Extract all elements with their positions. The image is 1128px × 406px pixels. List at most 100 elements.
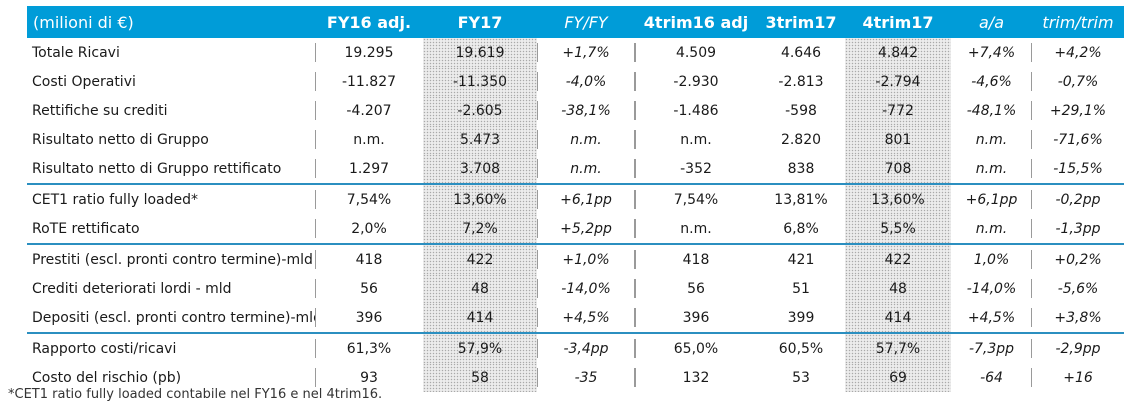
cell-trim-trim: +0,2% [1054,251,1102,268]
row-label: Depositi (escl. pronti contro termine)-m… [27,303,315,334]
table-row: Crediti deteriorati lordi - mld 56 48 -14,0… [27,274,1124,303]
table-row: RoTE rettificato 2,0% 7,2% +5,2pp n.m. 6,8% 5,… [27,214,1124,245]
cell-fy17: 5.473 [423,125,537,154]
table-row: Costo del rischio (pb) 93 58 -35 132 53 69 -64 +… [27,363,1124,392]
cell-fy-fy: -35 [537,363,635,392]
table-header-row: (milioni di €) FY16 adj. FY17 FY/FY 4tri… [27,6,1124,38]
cell-4trim17: 801 [845,125,951,154]
cell-a-a: -14,0% [951,274,1032,303]
row-label: Rettifiche su crediti [32,102,168,119]
cell-fy16-adj: 7,54% [315,184,423,214]
cell-4trim16-adj: 132 [635,363,757,392]
cell-trim-trim: -2,9pp [1055,340,1101,357]
cell-4trim17: 69 [845,363,951,392]
row-label: CET1 ratio fully loaded* [32,191,198,208]
cell-4trim17: 708 [845,154,951,185]
header-col-3trim17: 3trim17 [757,6,845,38]
cell-fy17: 57,9% [423,333,537,363]
cell-4trim16-adj: n.m. [635,125,757,154]
cell-fy17: 422 [423,244,537,274]
cell-fy17: 13,60% [423,184,537,214]
cell-fy17: 7,2% [423,214,537,245]
cell-4trim16-adj: -2.930 [635,67,757,96]
cell-fy-fy: -4,0% [537,67,635,96]
cell-fy17: 58 [423,363,537,392]
cell-fy16-adj: 396 [315,303,423,334]
cell-a-a: -48,1% [951,96,1032,125]
cell-4trim17: 422 [845,244,951,274]
cell-fy16-adj: n.m. [315,125,423,154]
row-label: Risultato netto di Gruppo [32,131,209,148]
cell-a-a: n.m. [951,125,1032,154]
table-row: CET1 ratio fully loaded* 7,54% 13,60% +6,1p… [27,184,1124,214]
header-col-fy17: FY17 [423,6,537,38]
cell-fy17: 414 [423,303,537,334]
cell-4trim17: -2.794 [845,67,951,96]
cell-fy16-adj: 19.295 [315,38,423,67]
table-row: Risultato netto di Gruppo n.m. 5.473 n.m. n.… [27,125,1124,154]
table-row: Costi Operativi -11.827 -11.350 -4,0% -2.930… [27,67,1124,96]
cell-4trim17: 414 [845,303,951,334]
cell-trim-trim: +29,1% [1049,102,1107,119]
cell-3trim17: 399 [757,303,845,334]
cell-fy-fy: -38,1% [537,96,635,125]
cell-3trim17: -2.813 [778,73,824,90]
cell-fy-fy: n.m. [537,154,635,185]
cell-trim-trim: +3,8% [1032,303,1124,334]
cell-trim-trim: -71,6% [1053,131,1103,148]
cell-4trim16-adj: n.m. [635,214,757,245]
cell-4trim16-adj: 65,0% [635,333,757,363]
cell-3trim17: 421 [787,251,815,268]
cell-trim-trim: -1,3pp [1032,214,1124,245]
cell-trim-trim: -15,5% [1032,154,1124,185]
cell-a-a: +7,4% [951,38,1032,67]
cell-4trim17: 57,7% [845,333,951,363]
cell-fy-fy: +1,7% [537,38,635,67]
cell-a-a: -7,3pp [951,333,1032,363]
cell-fy16-adj: 2,0% [315,214,423,245]
cell-a-a: +4,5% [951,303,1032,334]
cell-fy-fy: n.m. [537,125,635,154]
header-col-trim-trim: trim/trim [1032,6,1124,38]
header-col-4trim16-adj: 4trim16 adj [635,6,757,38]
row-label: Crediti deteriorati lordi - mld [32,280,232,297]
table-row: Totale Ricavi 19.295 19.619 +1,7% 4.509 4.646… [27,38,1124,67]
cell-fy16-adj: 56 [315,274,423,303]
row-label: Rapporto costi/ricavi [32,340,177,357]
cell-4trim17: 13,60% [845,184,951,214]
cell-trim-trim: +4,2% [1054,44,1102,61]
cell-trim-trim: +16 [1063,369,1093,386]
cell-4trim16-adj: 418 [635,244,757,274]
cell-fy17: -2.605 [423,96,537,125]
cell-4trim16-adj: 7,54% [635,184,757,214]
cell-3trim17: 53 [792,369,810,386]
cell-4trim17: 4.842 [845,38,951,67]
cell-a-a: +6,1pp [951,184,1032,214]
cell-fy17: -11.350 [423,67,537,96]
cell-4trim17: -772 [845,96,951,125]
cell-4trim16-adj: -1.486 [635,96,757,125]
table-row: Depositi (escl. pronti contro termine)-m… [27,303,1124,334]
cell-fy16-adj: -4.207 [315,96,423,125]
cell-fy-fy: +5,2pp [537,214,635,245]
row-label: Totale Ricavi [32,44,120,61]
cell-a-a: n.m. [951,154,1032,185]
cell-trim-trim: -0,7% [1057,73,1099,90]
row-label: Risultato netto di Gruppo rettificato [27,154,315,185]
cell-3trim17: -598 [785,102,817,119]
cell-fy16-adj: 93 [315,363,423,392]
table-row: Risultato netto di Gruppo rettificato 1.2… [27,154,1124,185]
results-table: (milioni di €) FY16 adj. FY17 FY/FY 4tri… [27,6,1124,392]
header-col-a-a: a/a [951,6,1032,38]
table-row: Prestiti (escl. pronti contro termine)-m… [27,244,1124,274]
header-col-fy-fy: FY/FY [537,6,635,38]
cell-fy-fy: +4,5% [537,303,635,334]
table-row: Rapporto costi/ricavi 61,3% 57,9% -3,4pp 65,… [27,333,1124,363]
cell-3trim17: 838 [757,154,845,185]
cell-4trim17: 48 [845,274,951,303]
cell-4trim16-adj: 4.509 [635,38,757,67]
row-label: Costi Operativi [32,73,136,90]
cell-4trim16-adj: 396 [635,303,757,334]
cell-fy16-adj: -11.827 [315,67,423,96]
cell-3trim17: 13,81% [774,191,828,208]
